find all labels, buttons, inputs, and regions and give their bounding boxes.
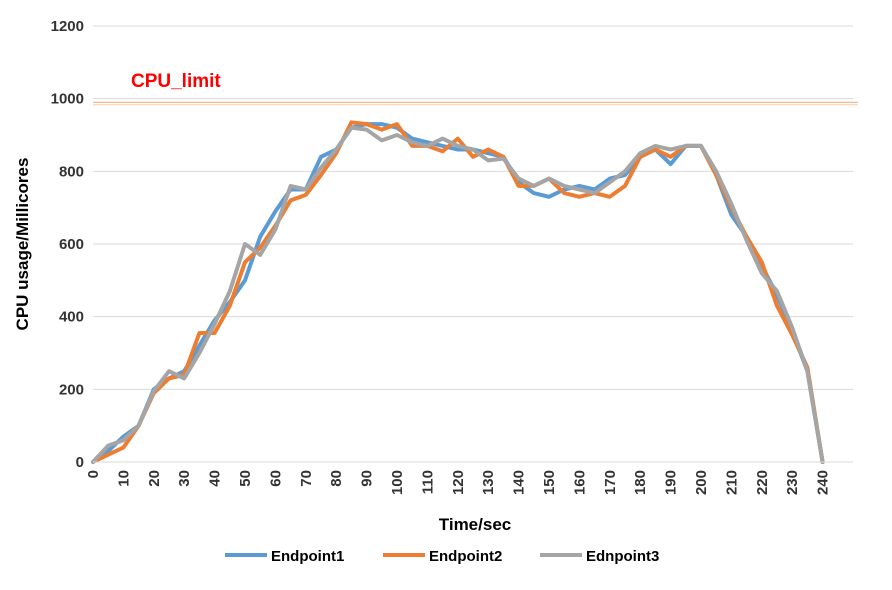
x-tick-label-20: 20 (146, 470, 163, 487)
x-tick-label-220: 220 (754, 470, 771, 495)
y-tick-label-0: 0 (76, 454, 84, 471)
x-tick-label-0: 0 (85, 470, 102, 478)
y-tick-label-1200: 1200 (51, 18, 84, 35)
series-line-ednpoint3 (91, 125, 825, 464)
x-tick-label-100: 100 (389, 470, 406, 495)
cpu-limit-annotation: CPU_limit (93, 71, 858, 106)
x-tick-label-80: 80 (328, 470, 345, 487)
x-tick-label-210: 210 (723, 470, 740, 495)
x-tick-label-10: 10 (115, 470, 132, 487)
cpu-limit-label: CPU_limit (131, 71, 221, 92)
x-tick-label-50: 50 (237, 470, 254, 487)
x-tick-label-70: 70 (298, 470, 315, 487)
x-tick-label-190: 190 (663, 470, 680, 495)
y-tick-label-1000: 1000 (51, 91, 84, 108)
x-tick-label-110: 110 (419, 470, 436, 494)
x-tick-label-200: 200 (693, 470, 710, 495)
x-tick-label-230: 230 (784, 470, 801, 495)
x-tick-label-120: 120 (450, 470, 467, 495)
y-tick-label-400: 400 (59, 309, 84, 326)
legend: Endpoint1 Endpoint2 Ednpoint3 (225, 548, 659, 565)
x-tick-label-170: 170 (602, 470, 619, 495)
x-tick-label-90: 90 (359, 470, 376, 487)
series-lines (91, 120, 825, 464)
x-tick-label-60: 60 (267, 470, 284, 487)
legend-label-endpoint1: Endpoint1 (271, 548, 344, 565)
y-tick-label-800: 800 (59, 163, 84, 180)
x-tick-label-180: 180 (632, 470, 649, 495)
x-tick-label-240: 240 (815, 470, 832, 495)
legend-label-ednpoint3: Ednpoint3 (586, 548, 659, 565)
series-line-endpoint1 (91, 122, 825, 464)
x-axis-ticks: 0 10 20 30 40 50 60 70 80 90 100 110 120 130 140 150 160… (85, 470, 832, 495)
y-tick-label-200: 200 (59, 381, 84, 398)
y-axis-ticks: 0 200 400 600 800 1000 1200 (51, 18, 84, 471)
y-axis-title: CPU usage/Millicores (13, 158, 32, 331)
series-line-endpoint2 (91, 120, 825, 464)
y-tick-label-600: 600 (59, 236, 84, 253)
x-tick-label-150: 150 (541, 470, 558, 495)
x-tick-label-160: 160 (571, 470, 588, 495)
x-tick-label-40: 40 (207, 470, 224, 487)
x-tick-label-30: 30 (176, 470, 193, 487)
x-axis-title: Time/sec (439, 515, 511, 534)
x-tick-label-140: 140 (511, 470, 528, 495)
legend-label-endpoint2: Endpoint2 (429, 548, 502, 565)
x-tick-label-130: 130 (480, 470, 497, 495)
